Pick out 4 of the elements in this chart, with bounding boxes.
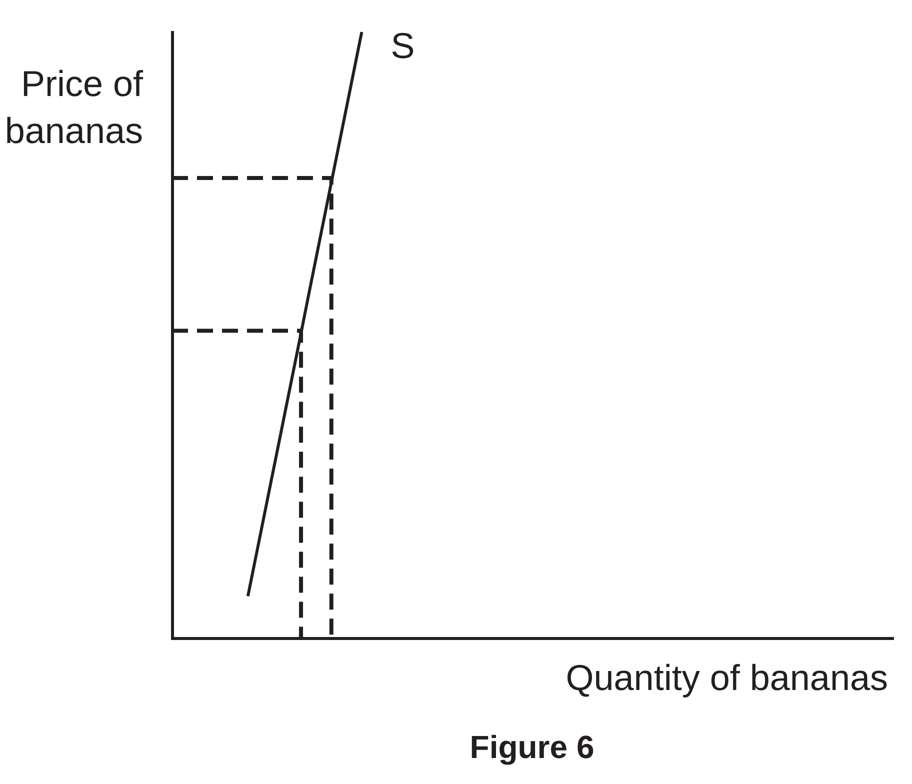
x-axis-title: Quantity of bananas [566, 657, 888, 698]
y-axis-title: Price of bananas [4, 62, 143, 153]
series-label: S [390, 25, 415, 66]
text: Figure 6 [468, 729, 596, 765]
